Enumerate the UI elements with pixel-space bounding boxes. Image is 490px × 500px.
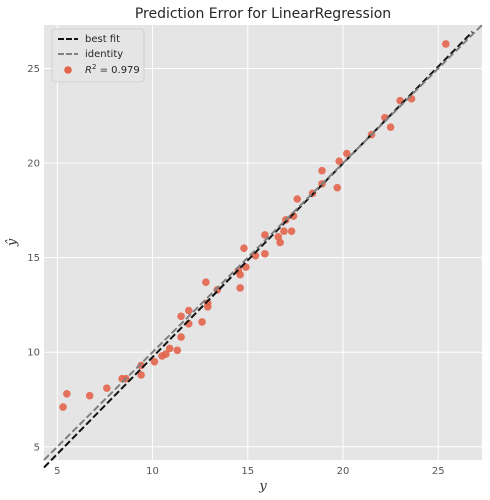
data-point [85, 391, 94, 400]
data-point [293, 195, 302, 203]
y-tick-label: 10 [27, 348, 40, 359]
data-point [198, 318, 206, 326]
data-point [386, 123, 395, 131]
legend-identity-label: identity [85, 49, 123, 60]
x-tick-label: 5 [54, 466, 60, 477]
data-point [177, 333, 185, 341]
legend-r2-exponent: 2 [92, 63, 96, 71]
x-axis-label: y [258, 479, 267, 494]
legend: best fit identity R2 = 0.979 [51, 28, 145, 83]
data-point [318, 166, 326, 175]
data-point [63, 390, 71, 398]
y-axis-label: ŷ [5, 238, 20, 247]
data-point [342, 149, 351, 158]
x-tick-label: 20 [337, 466, 350, 477]
legend-box [51, 28, 145, 83]
legend-r2-value: = 0.979 [96, 65, 139, 76]
data-point [333, 183, 342, 192]
y-tick-label: 20 [27, 159, 40, 170]
data-point [280, 227, 288, 235]
identity-line [43, 24, 483, 461]
data-point [137, 371, 145, 379]
data-point [150, 357, 159, 366]
data-point [184, 306, 193, 315]
data-point [442, 40, 450, 48]
data-point [103, 384, 111, 392]
x-tick-label: 15 [241, 466, 254, 477]
legend-best-fit-label: best fit [85, 34, 120, 45]
y-tick-label: 15 [27, 253, 40, 264]
data-point [251, 251, 260, 260]
legend-point-swatch [64, 66, 72, 74]
data-point [165, 344, 174, 353]
data-point [240, 244, 248, 252]
x-tick-label: 10 [146, 466, 159, 477]
tick-labels: 5 10 15 20 25 5 10 15 20 25 [27, 64, 444, 477]
data-point [177, 312, 185, 321]
reference-lines [43, 24, 483, 469]
data-point [261, 250, 269, 258]
legend-r2-label: R2 = 0.979 [85, 63, 140, 76]
data-point [59, 403, 67, 411]
y-tick-label: 5 [34, 442, 40, 453]
y-tick-label: 25 [27, 64, 40, 75]
data-point [203, 299, 212, 307]
chart-title: Prediction Error for LinearRegression [135, 6, 391, 22]
grid [44, 25, 482, 460]
best-fit-line [43, 31, 474, 469]
x-tick-label: 25 [432, 466, 445, 477]
data-point [289, 212, 298, 220]
data-point [162, 350, 170, 358]
data-point [261, 231, 269, 239]
data-point [287, 227, 296, 235]
data-point [276, 238, 284, 247]
data-point [335, 157, 343, 165]
data-point [213, 285, 222, 294]
data-point [173, 346, 182, 355]
data-point [202, 278, 210, 287]
data-point [236, 284, 244, 292]
legend-r2-symbol: R [85, 65, 92, 76]
data-point [236, 270, 244, 279]
